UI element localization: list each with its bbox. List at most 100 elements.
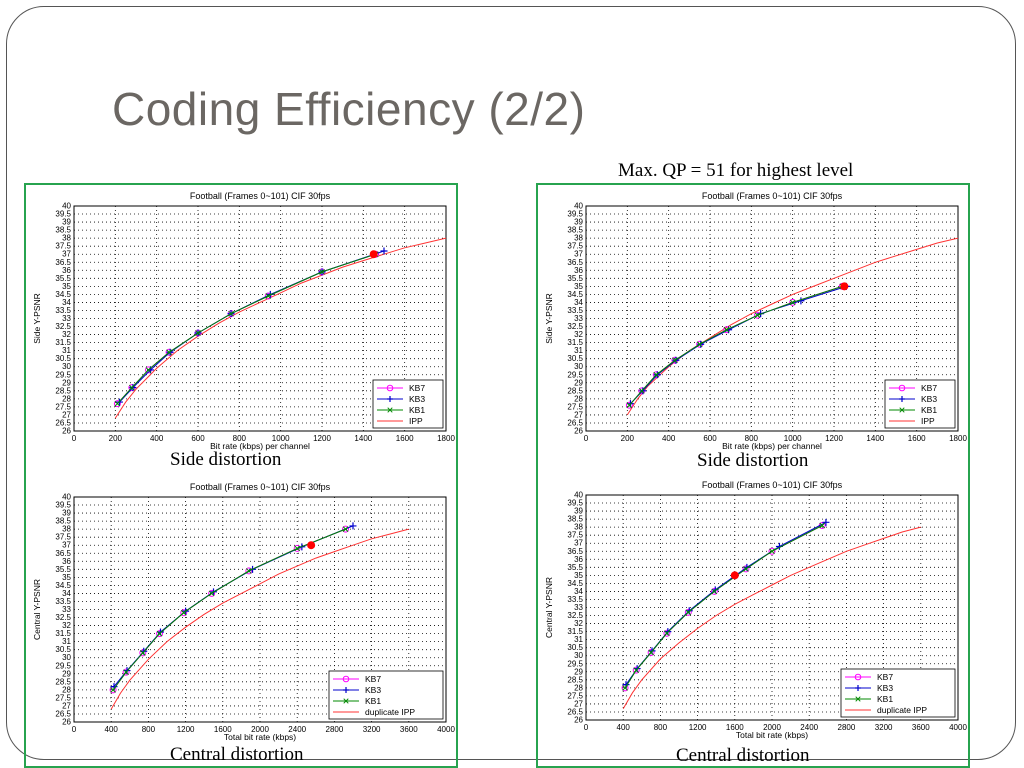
y-tick-label: 31: [574, 635, 583, 644]
data-point-kb7: [139, 649, 147, 657]
x-tick-label: 1000: [784, 434, 802, 443]
series-line-duplicate-ipp: [110, 528, 409, 710]
y-tick-label: 36: [62, 557, 71, 566]
chart-title: Football (Frames 0~101) CIF 30fps: [702, 191, 843, 201]
y-tick-label: 29: [574, 378, 583, 387]
y-tick-label: 37: [62, 250, 71, 259]
y-tick-label: 39: [574, 218, 583, 227]
x-tick-label: 0: [72, 434, 77, 443]
y-tick-label: 39.5: [55, 501, 71, 510]
x-tick-label: 1400: [354, 434, 372, 443]
y-tick-label: 27: [574, 410, 583, 419]
data-point-kb7: [768, 547, 776, 555]
y-tick-label: 30.5: [567, 354, 583, 363]
y-tick-label: 38.5: [55, 517, 71, 526]
y-tick-label: 27.5: [567, 402, 583, 411]
data-point-kb7: [122, 668, 130, 676]
y-tick-label: 27.5: [55, 402, 71, 411]
data-point-kb7: [113, 400, 121, 408]
data-point-kb1: [228, 310, 234, 317]
chart-central-right: 0 400 800 1200 1600 2000 2400 2800 3200 3600 4000 2…: [544, 480, 967, 740]
legend-entry-kb3-label: KB3: [365, 685, 381, 695]
data-point-kb1: [180, 609, 187, 616]
y-tick-label: 39: [574, 507, 583, 516]
data-point-kb1: [664, 630, 670, 637]
y-tick-label: 32.5: [567, 611, 583, 620]
data-point-kb1: [114, 400, 121, 407]
legend-entry-duplicate-ipp-label: duplicate IPP: [365, 707, 415, 717]
legend-entry-kb1-label: KB1: [877, 694, 893, 704]
y-tick-label: 27.5: [55, 693, 71, 702]
data-point-kb7: [684, 608, 692, 616]
x-tick-label: 600: [191, 434, 205, 443]
x-tick-label: 800: [233, 434, 247, 443]
y-tick-label: 29: [574, 667, 583, 676]
y-tick-label: 33: [574, 314, 583, 323]
y-tick-label: 27: [574, 699, 583, 708]
x-tick-label: 1000: [272, 434, 290, 443]
legend-entry-kb1-marker: [387, 407, 393, 413]
y-tick-label: 27.5: [567, 691, 583, 700]
y-tick-label: 31: [62, 637, 71, 646]
y-tick-label: 35: [62, 282, 71, 291]
data-point-kb7: [647, 649, 655, 656]
x-tick-label: 1800: [949, 434, 967, 443]
left-charts-box: [24, 183, 458, 768]
data-point-kb7: [264, 292, 272, 300]
data-point-kb3: [672, 356, 680, 364]
y-tick-label: 33.5: [55, 597, 71, 606]
y-tick-label: 39.5: [55, 210, 71, 219]
x-tick-label: 2400: [288, 725, 306, 734]
x-tick-label: 1200: [689, 723, 707, 732]
x-tick-label: 3200: [363, 725, 381, 734]
x-tick-label: 3600: [912, 723, 930, 732]
data-point-kb1: [743, 566, 749, 572]
y-tick-label: 30.5: [567, 643, 583, 652]
data-point-kb3: [129, 384, 137, 392]
data-point-kb1: [789, 299, 796, 306]
data-point-kb1: [638, 387, 645, 394]
y-tick-label: 27: [62, 410, 71, 419]
highlight-dot: [730, 571, 739, 580]
y-tick-label: 37.5: [567, 531, 583, 540]
y-tick-label: 26: [574, 427, 583, 436]
x-tick-label: 600: [703, 434, 717, 443]
y-tick-label: 34: [62, 298, 71, 307]
y-tick-label: 33: [574, 603, 583, 612]
y-tick-label: 26: [62, 427, 71, 436]
data-point-kb7: [625, 401, 633, 409]
qp-note: Max. QP = 51 for highest level: [618, 160, 854, 181]
x-tick-label: 800: [745, 434, 759, 443]
data-point-kb1: [129, 384, 135, 391]
y-tick-label: 31: [574, 346, 583, 355]
y-tick-label: 32.5: [55, 613, 71, 622]
y-tick-label: 33: [62, 605, 71, 614]
y-tick-label: 27: [62, 701, 71, 710]
y-tick-label: 26.5: [567, 707, 583, 716]
right-charts-box: [536, 183, 970, 768]
x-tick-label: 3600: [400, 725, 418, 734]
y-tick-label: 28.5: [55, 677, 71, 686]
y-tick-label: 39: [62, 218, 71, 227]
chart-central-left: 0 400 800 1200 1600 2000 2400 2800 3200 3600 4000 2…: [32, 482, 455, 742]
y-tick-label: 28: [62, 685, 71, 694]
legend-box: [328, 670, 444, 720]
chart-side-left: 0 200 400 600 800 1000 1200 1400 1600 18002626.52…: [32, 191, 455, 451]
y-tick-label: 35: [574, 571, 583, 580]
y-tick-label: 38: [574, 523, 583, 532]
legend-box: [840, 668, 956, 718]
data-point-kb3: [166, 348, 174, 356]
caption-central-right: Central distortion: [676, 745, 810, 766]
y-tick-label: 28.5: [567, 386, 583, 395]
y-tick-label: 33.5: [55, 306, 71, 315]
x-tick-label: 2000: [763, 723, 781, 732]
data-point-kb7: [663, 629, 671, 637]
legend-entry-kb7-label: KB7: [365, 674, 381, 684]
y-tick-label: 30: [62, 362, 71, 371]
y-tick-label: 29: [62, 669, 71, 678]
data-point-kb1: [696, 341, 703, 348]
legend-entry-kb7-label: KB7: [921, 383, 937, 393]
y-tick-label: 29.5: [567, 370, 583, 379]
y-tick-label: 29.5: [55, 661, 71, 670]
